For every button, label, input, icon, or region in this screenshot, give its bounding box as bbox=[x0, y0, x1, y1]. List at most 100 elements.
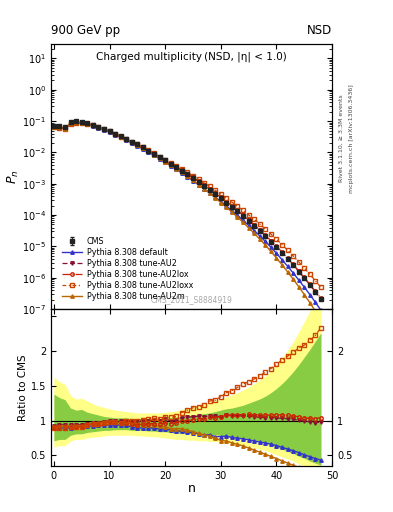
Pythia 8.308 tune-AU2loxx bbox=[141, 144, 145, 150]
Pythia 8.308 tune-AU2loxx bbox=[62, 126, 67, 132]
Pythia 8.308 tune-AU2m bbox=[319, 317, 323, 323]
Pythia 8.308 tune-AU2lox bbox=[74, 119, 79, 125]
Pythia 8.308 default bbox=[257, 233, 262, 239]
Pythia 8.308 tune-AU2m bbox=[263, 242, 268, 248]
Pythia 8.308 tune-AU2lox bbox=[219, 194, 223, 200]
Pythia 8.308 tune-AU2loxx bbox=[174, 163, 179, 169]
Legend: CMS, Pythia 8.308 default, Pythia 8.308 tune-AU2, Pythia 8.308 tune-AU2lox, Pyth: CMS, Pythia 8.308 default, Pythia 8.308 … bbox=[61, 235, 195, 303]
Pythia 8.308 tune-AU2lox bbox=[51, 124, 56, 130]
Pythia 8.308 tune-AU2lox bbox=[102, 126, 107, 132]
Pythia 8.308 tune-AU2lox bbox=[268, 238, 273, 244]
Pythia 8.308 tune-AU2lox bbox=[168, 161, 173, 167]
Pythia 8.308 tune-AU2lox bbox=[191, 175, 195, 181]
Pythia 8.308 tune-AU2lox bbox=[141, 145, 145, 151]
Pythia 8.308 tune-AU2lox bbox=[274, 243, 279, 249]
Pythia 8.308 default bbox=[107, 129, 112, 135]
Pythia 8.308 tune-AU2lox bbox=[157, 155, 162, 161]
Pythia 8.308 tune-AU2lox bbox=[263, 232, 268, 238]
Pythia 8.308 tune-AU2m bbox=[224, 204, 229, 210]
Text: Charged multiplicity (NSD, |η| < 1.0): Charged multiplicity (NSD, |η| < 1.0) bbox=[96, 52, 287, 62]
Pythia 8.308 tune-AU2lox bbox=[118, 134, 123, 140]
Pythia 8.308 tune-AU2 bbox=[163, 157, 167, 163]
Pythia 8.308 tune-AU2 bbox=[274, 244, 279, 250]
Pythia 8.308 default bbox=[196, 182, 201, 188]
Pythia 8.308 default bbox=[124, 137, 129, 143]
Pythia 8.308 tune-AU2loxx bbox=[129, 139, 134, 145]
Pythia 8.308 default bbox=[113, 132, 118, 138]
Pythia 8.308 tune-AU2m bbox=[196, 182, 201, 188]
Pythia 8.308 default bbox=[191, 178, 195, 184]
Pythia 8.308 tune-AU2m bbox=[135, 142, 140, 148]
Pythia 8.308 tune-AU2m bbox=[213, 195, 218, 201]
Pythia 8.308 tune-AU2loxx bbox=[57, 125, 62, 131]
Pythia 8.308 tune-AU2loxx bbox=[291, 253, 296, 259]
Pythia 8.308 tune-AU2 bbox=[246, 217, 251, 223]
Pythia 8.308 tune-AU2loxx bbox=[90, 122, 95, 129]
Pythia 8.308 tune-AU2loxx bbox=[296, 259, 301, 265]
Pythia 8.308 tune-AU2 bbox=[219, 194, 223, 200]
Pythia 8.308 tune-AU2m bbox=[268, 248, 273, 254]
Pythia 8.308 tune-AU2lox bbox=[57, 124, 62, 131]
Pythia 8.308 tune-AU2 bbox=[241, 212, 245, 219]
Text: mcplots.cern.ch [arXiv:1306.3436]: mcplots.cern.ch [arXiv:1306.3436] bbox=[349, 84, 354, 193]
Pythia 8.308 tune-AU2loxx bbox=[191, 173, 195, 179]
Pythia 8.308 tune-AU2loxx bbox=[107, 129, 112, 135]
Line: Pythia 8.308 tune-AU2m: Pythia 8.308 tune-AU2m bbox=[52, 121, 323, 322]
Pythia 8.308 tune-AU2lox bbox=[213, 190, 218, 196]
Line: Pythia 8.308 tune-AU2lox: Pythia 8.308 tune-AU2lox bbox=[52, 121, 323, 300]
Pythia 8.308 tune-AU2 bbox=[85, 120, 90, 126]
Pythia 8.308 tune-AU2 bbox=[185, 170, 190, 177]
Pythia 8.308 tune-AU2m bbox=[141, 145, 145, 152]
Pythia 8.308 tune-AU2 bbox=[135, 141, 140, 147]
Pythia 8.308 tune-AU2loxx bbox=[263, 226, 268, 232]
Pythia 8.308 tune-AU2m bbox=[118, 134, 123, 140]
Pythia 8.308 tune-AU2 bbox=[268, 238, 273, 244]
Pythia 8.308 tune-AU2loxx bbox=[224, 195, 229, 201]
Pythia 8.308 tune-AU2 bbox=[196, 178, 201, 184]
Pythia 8.308 default bbox=[246, 222, 251, 228]
Pythia 8.308 tune-AU2loxx bbox=[157, 154, 162, 160]
Pythia 8.308 tune-AU2 bbox=[118, 133, 123, 139]
Pythia 8.308 tune-AU2m bbox=[85, 120, 90, 126]
Pythia 8.308 tune-AU2 bbox=[307, 282, 312, 288]
Pythia 8.308 tune-AU2loxx bbox=[163, 157, 167, 163]
Text: 900 GeV pp: 900 GeV pp bbox=[51, 24, 120, 37]
Pythia 8.308 tune-AU2lox bbox=[185, 171, 190, 177]
Pythia 8.308 tune-AU2lox bbox=[230, 203, 234, 209]
Pythia 8.308 tune-AU2m bbox=[51, 124, 56, 130]
Pythia 8.308 tune-AU2 bbox=[191, 174, 195, 180]
Pythia 8.308 default bbox=[146, 149, 151, 155]
Pythia 8.308 tune-AU2loxx bbox=[252, 217, 257, 223]
Pythia 8.308 default bbox=[90, 123, 95, 129]
Text: NSD: NSD bbox=[307, 24, 332, 37]
Pythia 8.308 tune-AU2m bbox=[124, 136, 129, 142]
Pythia 8.308 tune-AU2 bbox=[113, 131, 118, 137]
Pythia 8.308 tune-AU2loxx bbox=[113, 131, 118, 137]
Pythia 8.308 tune-AU2m bbox=[90, 122, 95, 129]
Pythia 8.308 tune-AU2 bbox=[68, 120, 73, 126]
Pythia 8.308 tune-AU2loxx bbox=[246, 212, 251, 218]
Pythia 8.308 tune-AU2m bbox=[291, 276, 296, 282]
Pythia 8.308 tune-AU2 bbox=[230, 203, 234, 209]
Pythia 8.308 tune-AU2loxx bbox=[124, 136, 129, 142]
Pythia 8.308 tune-AU2lox bbox=[302, 274, 307, 281]
Pythia 8.308 tune-AU2lox bbox=[235, 207, 240, 214]
Pythia 8.308 tune-AU2 bbox=[291, 262, 296, 268]
Pythia 8.308 tune-AU2lox bbox=[285, 255, 290, 261]
Pythia 8.308 default bbox=[51, 124, 56, 130]
Pythia 8.308 tune-AU2m bbox=[79, 120, 84, 126]
Pythia 8.308 tune-AU2lox bbox=[224, 199, 229, 205]
Pythia 8.308 tune-AU2m bbox=[191, 177, 195, 183]
Pythia 8.308 default bbox=[135, 143, 140, 149]
Line: Pythia 8.308 default: Pythia 8.308 default bbox=[52, 121, 323, 312]
Pythia 8.308 tune-AU2m bbox=[219, 200, 223, 206]
Pythia 8.308 tune-AU2lox bbox=[252, 222, 257, 228]
Pythia 8.308 tune-AU2loxx bbox=[219, 191, 223, 197]
Pythia 8.308 tune-AU2lox bbox=[174, 164, 179, 170]
Pythia 8.308 tune-AU2loxx bbox=[152, 150, 156, 156]
Pythia 8.308 tune-AU2loxx bbox=[235, 203, 240, 209]
Pythia 8.308 tune-AU2m bbox=[180, 169, 184, 176]
Pythia 8.308 tune-AU2m bbox=[257, 236, 262, 242]
Pythia 8.308 default bbox=[296, 277, 301, 283]
Pythia 8.308 tune-AU2lox bbox=[152, 151, 156, 157]
